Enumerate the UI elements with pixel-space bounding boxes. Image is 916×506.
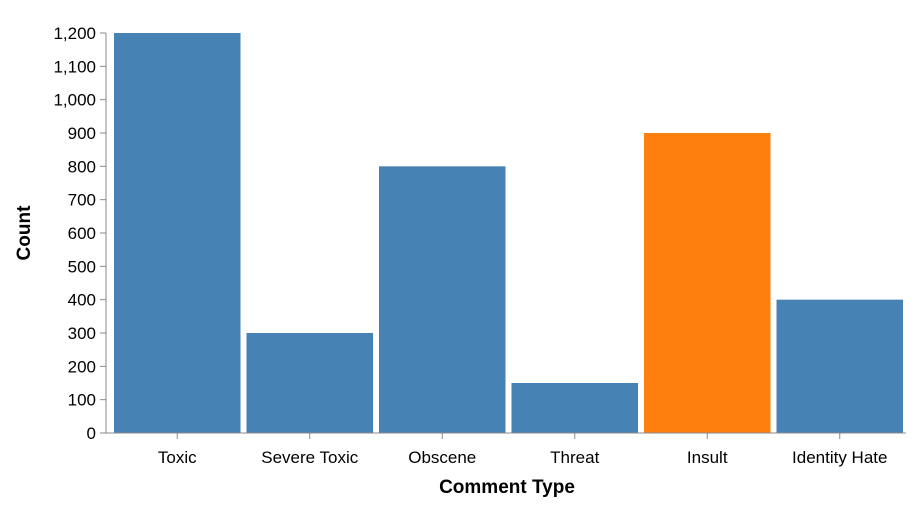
x-tick-label: Insult: [687, 448, 728, 467]
y-tick-label: 500: [68, 257, 96, 276]
x-tick-label: Identity Hate: [792, 448, 887, 467]
y-tick-label: 1,200: [53, 24, 96, 43]
x-tick-label: Obscene: [408, 448, 476, 467]
y-tick-label: 700: [68, 191, 96, 210]
bars-group: [114, 33, 903, 434]
y-axis-title: Count: [14, 205, 35, 261]
x-axis-title: Comment Type: [439, 477, 575, 498]
y-tick-label: 300: [68, 324, 96, 343]
bar-identity-hate: [776, 299, 903, 433]
x-tick-label: Threat: [550, 448, 599, 467]
bar-insult: [644, 133, 771, 433]
y-tick-label: 1,100: [53, 57, 96, 76]
y-tick-label: 600: [68, 224, 96, 243]
y-tick-label: 0: [87, 424, 96, 443]
x-tick-label: Toxic: [158, 448, 197, 467]
y-tick-label: 800: [68, 157, 96, 176]
y-axis: 0 100 200 300 400 500 600 700 800 900 1,000 1,100 1,…: [53, 24, 107, 443]
bar-threat: [511, 383, 638, 433]
bar-severe-toxic: [246, 333, 373, 433]
y-tick-label: 400: [68, 291, 96, 310]
y-tick-label: 900: [68, 124, 96, 143]
y-tick-label: 100: [68, 391, 96, 410]
y-tick-label: 1,000: [53, 91, 96, 110]
y-tick-label: 200: [68, 357, 96, 376]
x-axis: Toxic Severe Toxic Obscene Threat Insult Iden…: [106, 432, 906, 467]
bar-obscene: [379, 166, 506, 434]
x-tick-label: Severe Toxic: [261, 448, 359, 467]
bar-toxic: [114, 33, 241, 433]
